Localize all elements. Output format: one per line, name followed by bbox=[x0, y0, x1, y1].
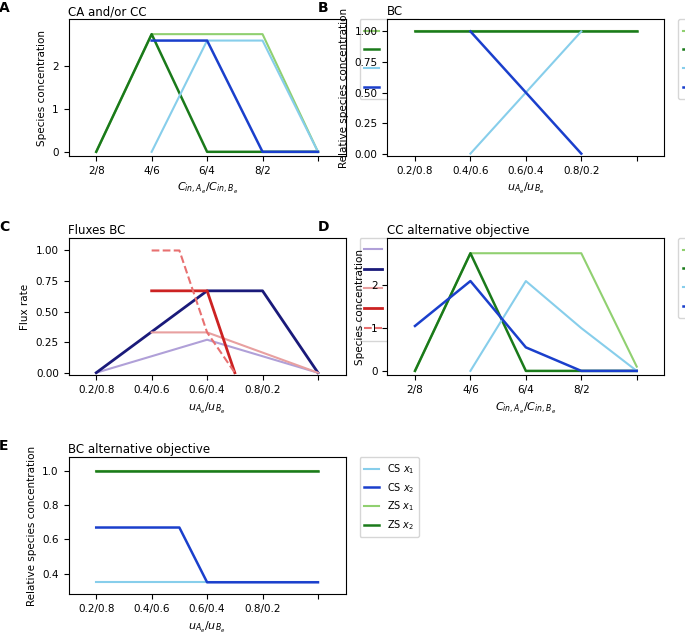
Legend: CS $x_1$, CS $x_2$, ZS $x_1$, ZS $x_2$: CS $x_1$, CS $x_2$, ZS $x_1$, ZS $x_2$ bbox=[360, 458, 419, 537]
Legend: ZS $X_1$, ZS $X_2$, CS $X_1$, CS $X_2$: ZS $X_1$, ZS $X_2$, CS $X_1$, CS $X_2$ bbox=[360, 19, 420, 98]
Legend: ZS $\nu_{\mu,1}$, ZS $\nu_{t_A,1}$, CS $\nu_{\mu,1}$, CS $\nu_{t_A,1}$, CS max $: ZS $\nu_{\mu,1}$, ZS $\nu_{t_A,1}$, CS $… bbox=[360, 238, 454, 341]
Text: C: C bbox=[0, 220, 10, 235]
Text: Fluxes BC: Fluxes BC bbox=[68, 224, 126, 237]
X-axis label: $C_{in,A_e}/C_{in,B_e}$: $C_{in,A_e}/C_{in,B_e}$ bbox=[177, 181, 238, 196]
Text: BC: BC bbox=[387, 5, 403, 18]
Y-axis label: Relative species concentration: Relative species concentration bbox=[339, 8, 349, 167]
Y-axis label: Relative species concentration: Relative species concentration bbox=[27, 446, 37, 606]
Y-axis label: Species concentration: Species concentration bbox=[356, 249, 365, 365]
Text: B: B bbox=[318, 1, 329, 15]
Legend: ZS $X_1$, ZS $X_2$, CS $X_1$, CS $X_2$: ZS $X_1$, ZS $X_2$, CS $X_1$, CS $X_2$ bbox=[678, 238, 685, 318]
Text: CA and/or CC: CA and/or CC bbox=[68, 5, 147, 18]
Text: D: D bbox=[318, 220, 329, 235]
Legend: ZS $x_1$, ZS $x_2$, CS $x_1$, CS $x_2$: ZS $x_1$, ZS $x_2$, CS $x_1$, CS $x_2$ bbox=[678, 19, 685, 98]
X-axis label: $u_{A_e}/u_{B_e}$: $u_{A_e}/u_{B_e}$ bbox=[507, 181, 545, 196]
Y-axis label: Flux rate: Flux rate bbox=[20, 284, 30, 330]
Text: BC alternative objective: BC alternative objective bbox=[68, 443, 210, 456]
Text: CC alternative objective: CC alternative objective bbox=[387, 224, 530, 237]
Y-axis label: Species concentration: Species concentration bbox=[36, 29, 47, 146]
X-axis label: $C_{in,A_e}/C_{in,B_e}$: $C_{in,A_e}/C_{in,B_e}$ bbox=[495, 401, 556, 415]
Text: A: A bbox=[0, 1, 10, 15]
Text: E: E bbox=[0, 440, 9, 454]
X-axis label: $u_{A_e}/u_{B_e}$: $u_{A_e}/u_{B_e}$ bbox=[188, 620, 226, 635]
X-axis label: $u_{A_e}/u_{B_e}$: $u_{A_e}/u_{B_e}$ bbox=[188, 401, 226, 415]
